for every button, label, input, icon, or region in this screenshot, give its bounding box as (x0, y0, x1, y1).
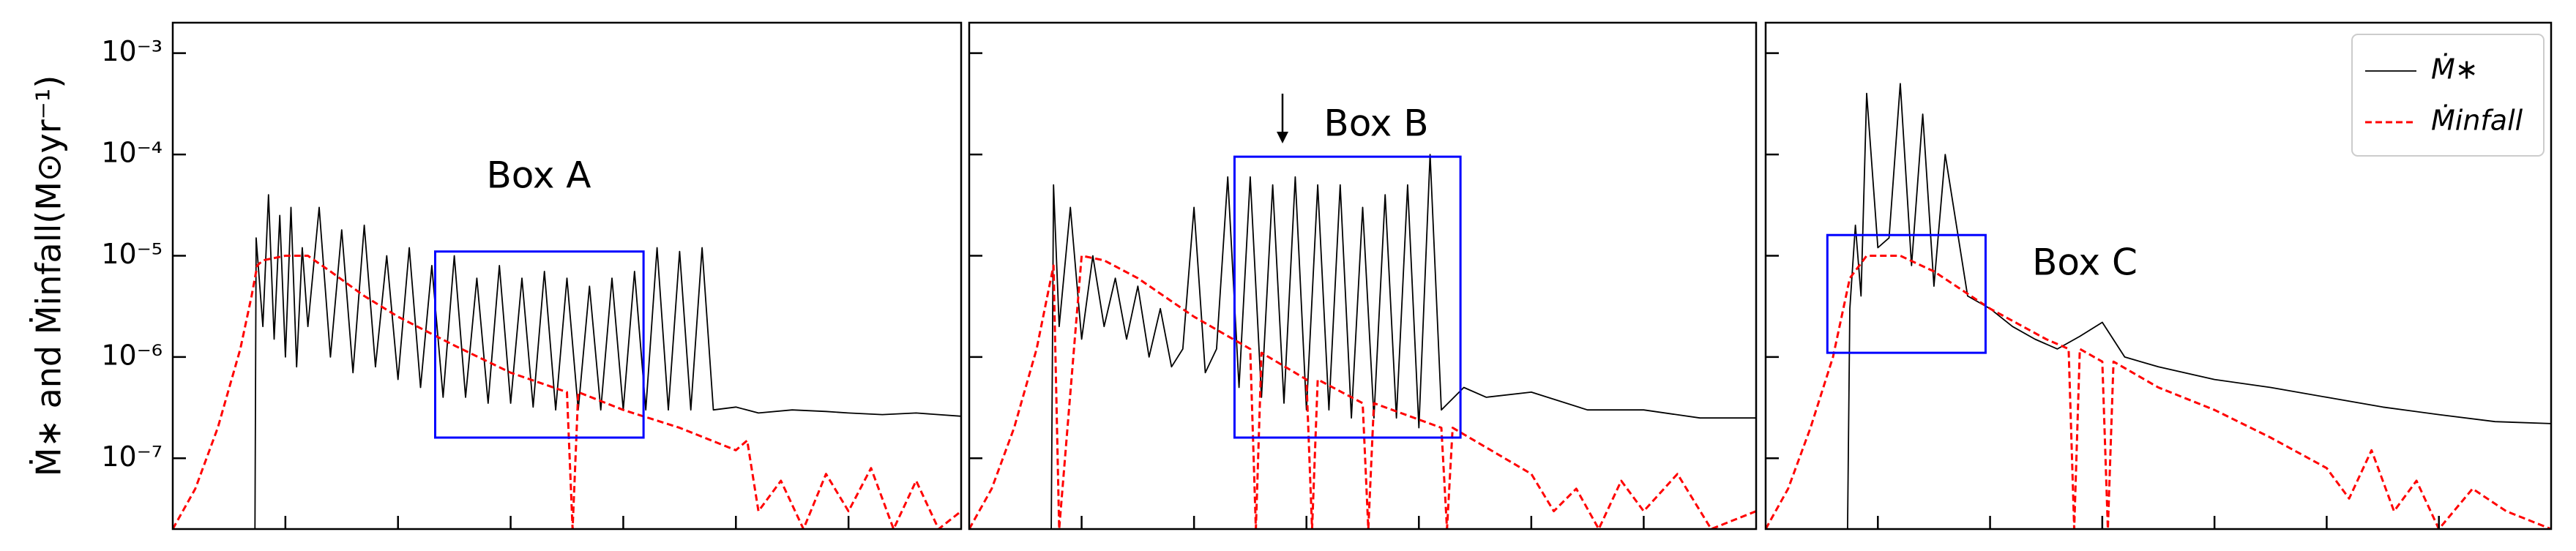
arrow-head (1277, 132, 1288, 143)
axes-frame (171, 21, 963, 531)
legend-label: Ṁinfall (2431, 105, 2523, 137)
y-tick-label: 10⁻⁶ (101, 339, 163, 371)
y-tick-label: 10⁻⁷ (101, 441, 163, 473)
y-tick-label: 10⁻⁴ (101, 137, 163, 169)
legend-label: Ṁ∗ (2431, 53, 2479, 86)
data-line (254, 194, 961, 529)
region-box (1826, 233, 1987, 354)
plot-area (969, 154, 1756, 529)
data-line (173, 255, 961, 529)
data-line (1766, 255, 2551, 529)
y-axis-label: Ṁ∗ and Ṁinfall(M⊙yr⁻¹) (29, 75, 69, 477)
box-label: Box A (486, 154, 591, 197)
y-tick-label: 10⁻³ (101, 35, 163, 67)
plot-area (173, 194, 961, 529)
y-tick-label: 10⁻⁵ (101, 238, 163, 270)
region-box (1233, 155, 1462, 439)
box-label: Box C (2032, 241, 2138, 284)
data-line (1050, 154, 1756, 529)
region-box (433, 250, 645, 439)
axes-frame (968, 21, 1758, 531)
legend-box (2351, 34, 2545, 157)
box-label: Box B (1324, 102, 1428, 145)
axes-frame (1764, 21, 2553, 531)
plot-area (1766, 83, 2551, 529)
data-line (1847, 83, 2551, 529)
